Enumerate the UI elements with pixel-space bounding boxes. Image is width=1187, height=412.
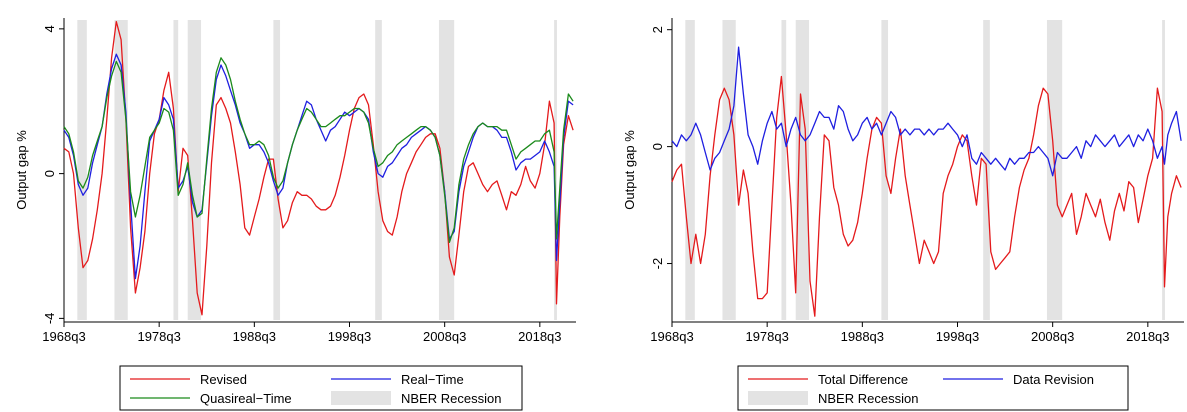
x-tick-label: 2018q3: [518, 329, 561, 344]
x-tick-label: 2018q3: [1126, 329, 1169, 344]
y-tick-label: -2: [650, 258, 665, 270]
legend-key: [748, 391, 808, 405]
series-line-quasireal-time: [63, 57, 574, 244]
y-tick-label: 0: [42, 170, 57, 177]
recession-band: [881, 20, 889, 320]
y-axis-title: Output gap %: [622, 130, 637, 210]
legend: Revised Real−Time Quasireal−Time NBER Reces…: [119, 365, 523, 411]
legend-key: [331, 391, 391, 405]
series-line-data-revision: [671, 46, 1182, 177]
legend-label: Data Revision: [1013, 372, 1094, 387]
legend-label: Real−Time: [401, 372, 464, 387]
legend-label: NBER Recession: [818, 391, 918, 406]
series-line-revised: [63, 20, 574, 316]
recession-band: [187, 20, 202, 320]
legend-box: [119, 365, 523, 411]
recession-band: [273, 20, 281, 320]
y-tick-label: -4: [42, 313, 57, 325]
series-line-real-time: [63, 53, 574, 280]
chart-panel-1: -4 0 4 1968q3 1978q3 1988q3 1998q3 2008q3 2018q3…: [14, 18, 576, 411]
legend: Total Difference Data Revision NBER Recess…: [737, 365, 1129, 411]
recession-band: [77, 20, 87, 320]
recession-band: [438, 20, 455, 320]
y-tick-label: 0: [650, 143, 665, 150]
x-tick-label: 1968q3: [650, 329, 693, 344]
recession-band: [795, 20, 810, 320]
series-line-total-difference: [671, 75, 1182, 317]
x-tick-label: 1988q3: [233, 329, 276, 344]
legend-label: NBER Recession: [401, 391, 501, 406]
x-tick-label: 1998q3: [328, 329, 371, 344]
x-tick-label: 2008q3: [1031, 329, 1074, 344]
y-tick-label: 4: [42, 25, 57, 32]
y-tick-label: 2: [650, 26, 665, 33]
recession-band: [722, 20, 736, 320]
recession-band: [375, 20, 382, 320]
legend-label: Revised: [200, 372, 247, 387]
x-tick-label: 1998q3: [936, 329, 979, 344]
x-tick-label: 2008q3: [423, 329, 466, 344]
recession-band: [554, 20, 557, 320]
x-tick-label: 1968q3: [42, 329, 85, 344]
legend-label: Quasireal−Time: [200, 391, 292, 406]
recession-band: [781, 20, 787, 320]
x-tick-label: 1978q3: [745, 329, 788, 344]
recession-band: [685, 20, 695, 320]
x-tick-label: 1978q3: [137, 329, 180, 344]
chart-panel-2: -2 0 2 1968q3 1978q3 1988q3 1998q3 2008q3 2018q3…: [622, 18, 1184, 411]
y-axis-title: Output gap %: [14, 130, 29, 210]
legend-label: Total Difference: [818, 372, 908, 387]
x-tick-label: 1988q3: [841, 329, 884, 344]
